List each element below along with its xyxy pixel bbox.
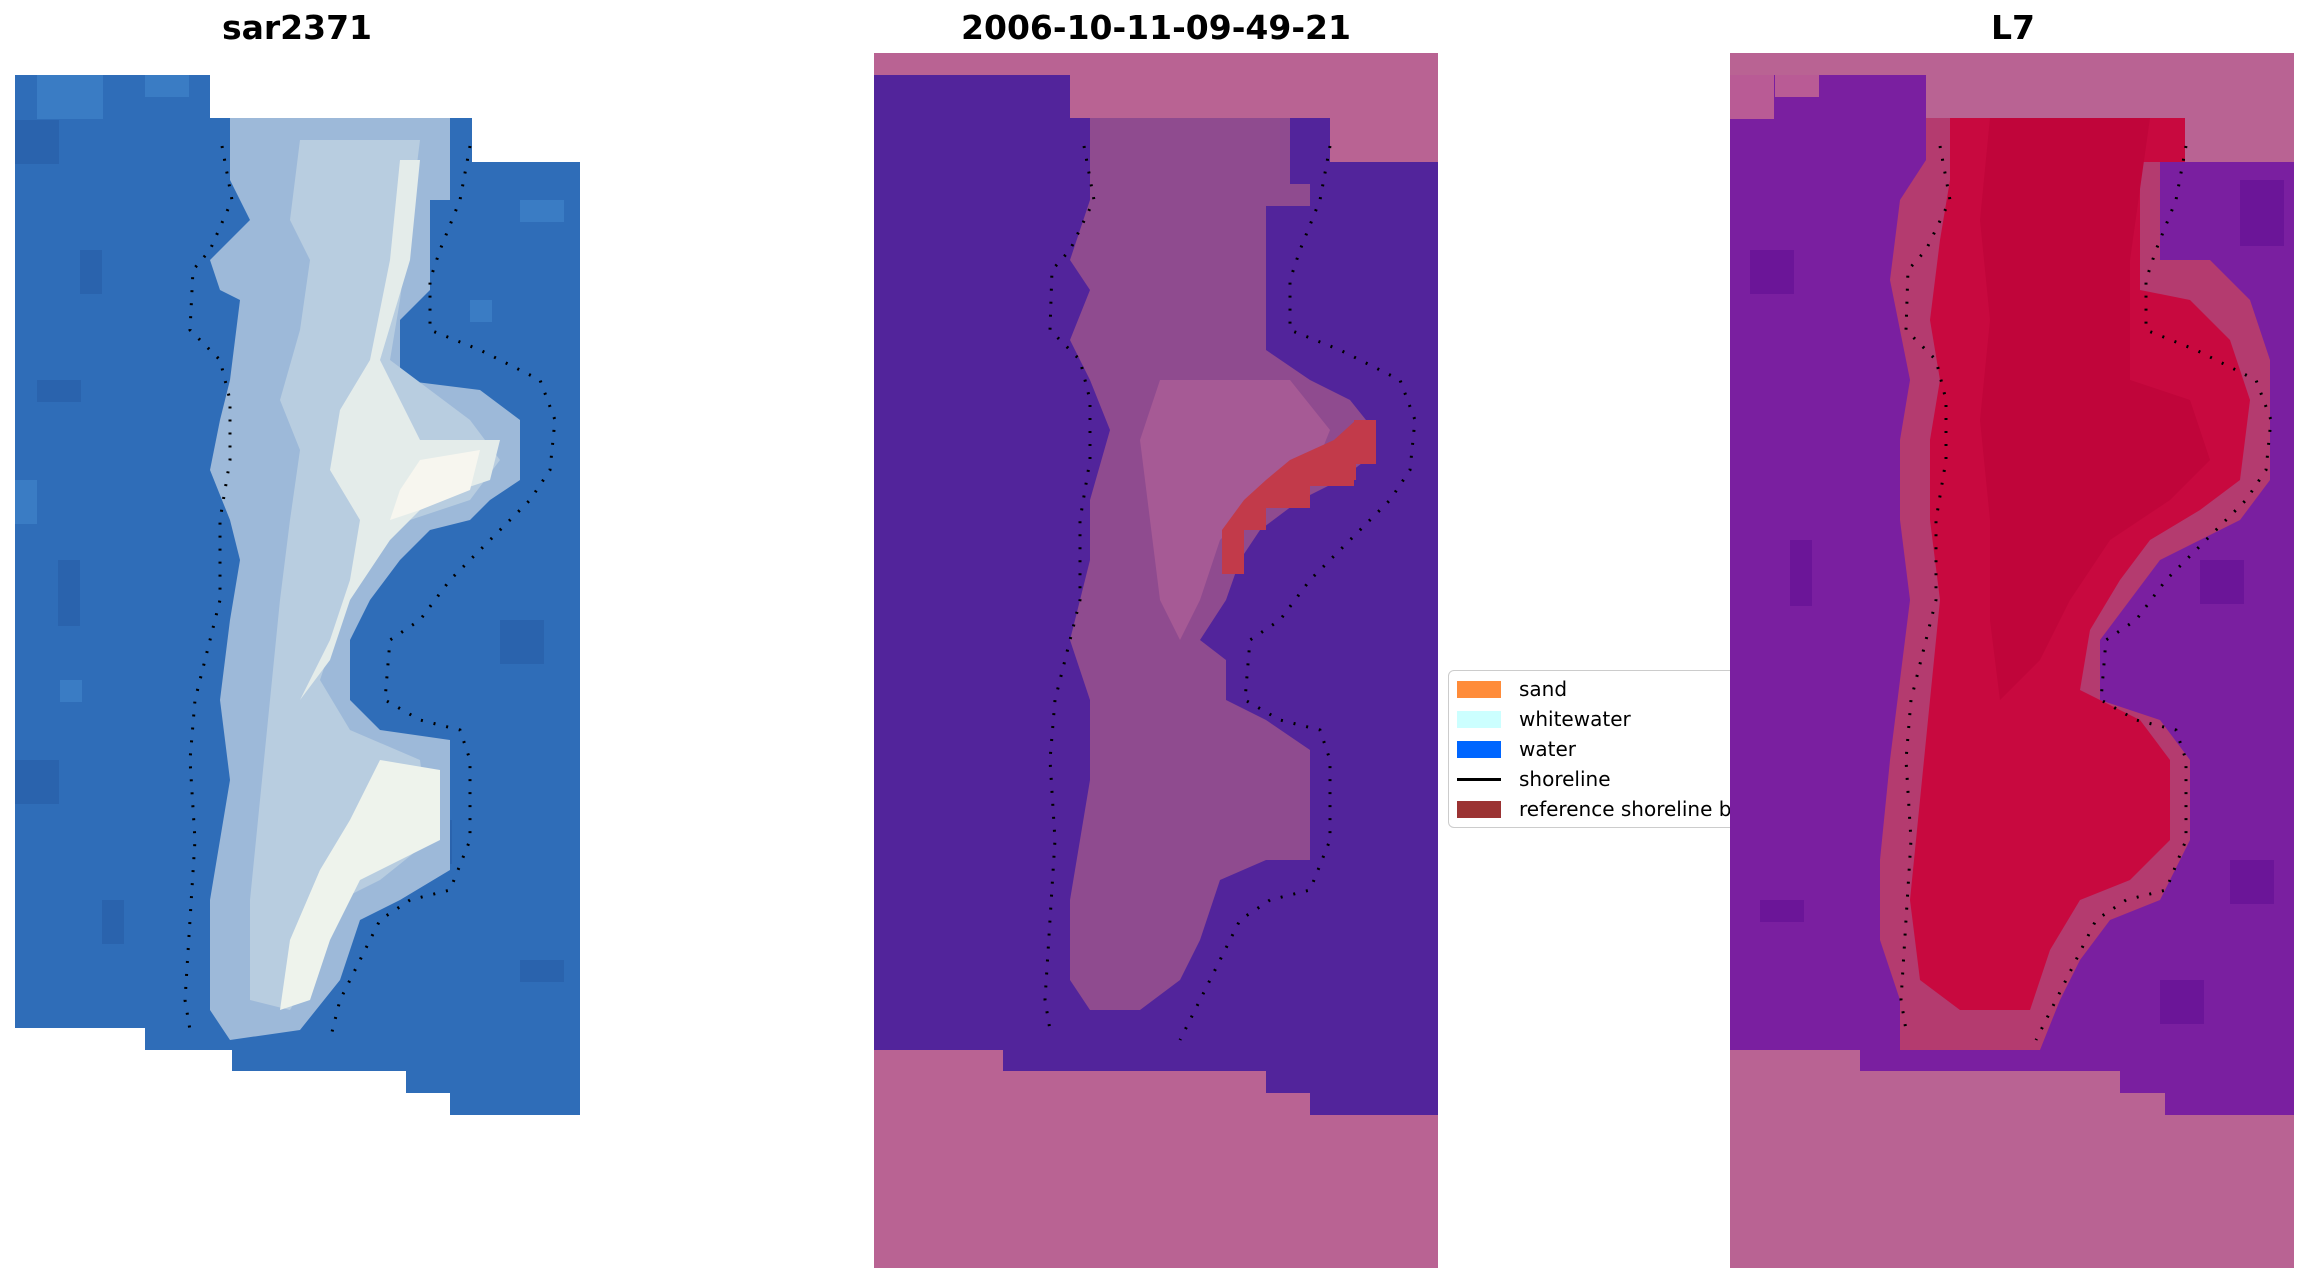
legend-item-water: water (1457, 735, 1576, 763)
reference-shoreline-blocks (1222, 420, 1376, 574)
panel-title-index: L7 (1991, 8, 2035, 47)
rgb-water-texture (15, 120, 564, 982)
classification-sand (1070, 118, 1366, 1010)
rgb-image (15, 75, 580, 1115)
legend: sand whitewater water shoreline referenc… (1448, 670, 1738, 828)
rgb-whitewater-south (280, 760, 440, 1010)
legend-label-shoreline: shoreline (1519, 767, 1611, 791)
legend-swatch-water (1457, 740, 1501, 758)
index-edge-bright (1730, 75, 1819, 119)
rgb-whitewater-bright (390, 450, 480, 520)
legend-item-whitewater: whitewater (1457, 705, 1631, 733)
classification-sand-light (1140, 380, 1330, 640)
legend-swatch-whitewater (1457, 710, 1501, 728)
legend-swatch-reference-shoreline (1457, 800, 1501, 818)
shoreline-index (1899, 145, 2273, 1041)
legend-label-whitewater: whitewater (1519, 707, 1631, 731)
panel-title-rgb: sar2371 (221, 8, 373, 47)
index-land (1910, 118, 2250, 1010)
classification-water (874, 75, 1438, 1115)
index-land-core (1980, 118, 2210, 700)
rgb-water-area (15, 75, 580, 1115)
rgb-water-texture-light (15, 75, 564, 702)
rgb-sand-spit (210, 118, 520, 1040)
index-water (1730, 75, 2294, 1115)
rgb-whitewater-core (300, 160, 500, 700)
legend-swatch-sand (1457, 680, 1501, 698)
shoreline-classification (1043, 145, 1417, 1041)
legend-line-shoreline (1457, 777, 1501, 781)
legend-item-reference-shoreline: reference shoreline b (1457, 795, 1731, 823)
shoreline-rgb (183, 145, 557, 1041)
index-land-margin (1880, 118, 2270, 1050)
legend-label-water: water (1519, 737, 1576, 761)
classification-nodata-background (874, 53, 1438, 1268)
legend-item-sand: sand (1457, 675, 1567, 703)
legend-label-reference-shoreline: reference shoreline b (1519, 797, 1732, 821)
panel-title-classification: 2006-10-11-09-49-21 (961, 8, 1351, 47)
reference-shoreline-band (1222, 420, 1376, 575)
index-nodata-background (1730, 53, 2294, 1268)
legend-item-shoreline: shoreline (1457, 765, 1611, 793)
legend-label-sand: sand (1519, 677, 1568, 701)
rgb-sand-core (250, 140, 500, 1010)
index-water-texture (1750, 180, 2284, 1024)
